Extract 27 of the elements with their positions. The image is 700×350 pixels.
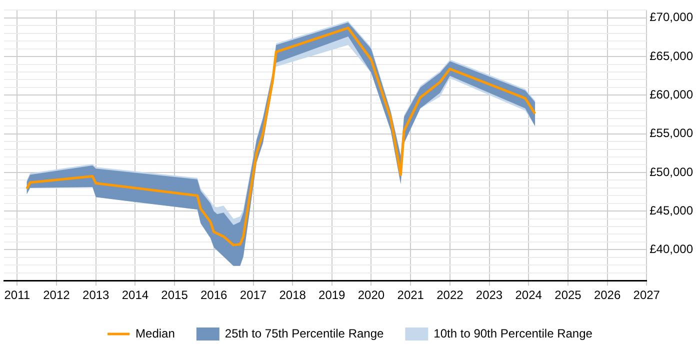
y-tick-label: £60,000	[650, 87, 694, 102]
x-tick-label: 2015	[161, 288, 188, 302]
x-tick-label: 2016	[200, 288, 228, 302]
x-tick-label: 2019	[318, 288, 346, 302]
x-tick-label: 2024	[515, 288, 542, 302]
x-tick-label: 2021	[397, 288, 424, 302]
x-tick-label: 2025	[554, 288, 582, 302]
legend-label: 25th to 75th Percentile Range	[224, 326, 384, 340]
x-tick-label: 2012	[43, 288, 70, 302]
y-tick-label: £55,000	[650, 126, 694, 140]
x-tick-label: 2014	[122, 288, 149, 302]
x-tick-label: 2027	[633, 288, 660, 302]
y-tick-label: £65,000	[650, 48, 694, 63]
legend-label: Median	[136, 326, 175, 340]
x-tick-label: 2017	[240, 288, 267, 302]
y-tick-label: £45,000	[650, 203, 694, 218]
x-tick-label: 2020	[358, 288, 385, 302]
y-tick-label: £50,000	[650, 164, 694, 179]
x-tick-label: 2026	[594, 288, 621, 302]
y-tick-label: £70,000	[650, 10, 694, 24]
y-tick-label: £40,000	[650, 242, 694, 256]
legend-label: 10th to 90th Percentile Range	[434, 326, 593, 340]
x-tick-label: 2022	[436, 288, 464, 302]
x-tick-label: 2018	[279, 288, 306, 302]
x-tick-label: 2013	[82, 288, 110, 302]
x-tick-label: 2023	[476, 288, 503, 302]
x-tick-label: 2011	[4, 288, 30, 302]
